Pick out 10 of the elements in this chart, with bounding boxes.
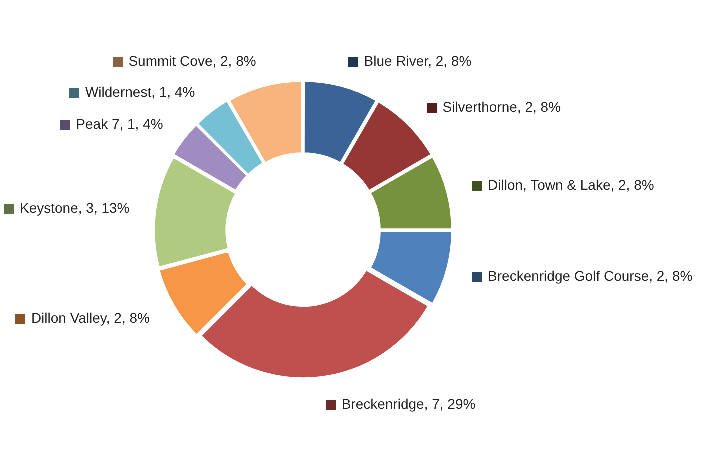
slice-label: Breckenridge, 7, 29% [342, 396, 476, 412]
slice-label: Blue River, 2, 8% [364, 53, 472, 70]
slice-label: Dillon Valley, 2, 8% [31, 310, 150, 326]
slice-label: Dillon, Town & Lake, 2, 8% [488, 177, 654, 194]
slice-label: Peak 7, 1, 4% [76, 116, 164, 132]
slice-label: Silverthorne, 2, 8% [442, 98, 562, 115]
slice-label: Summit Cove, 2, 8% [128, 53, 256, 70]
slice-label: Wildernest, 1, 4% [85, 84, 196, 100]
slice-label: Breckenridge Golf Course, 2, 8% [488, 268, 693, 284]
slice-label: Keystone, 3, 13% [20, 200, 130, 216]
